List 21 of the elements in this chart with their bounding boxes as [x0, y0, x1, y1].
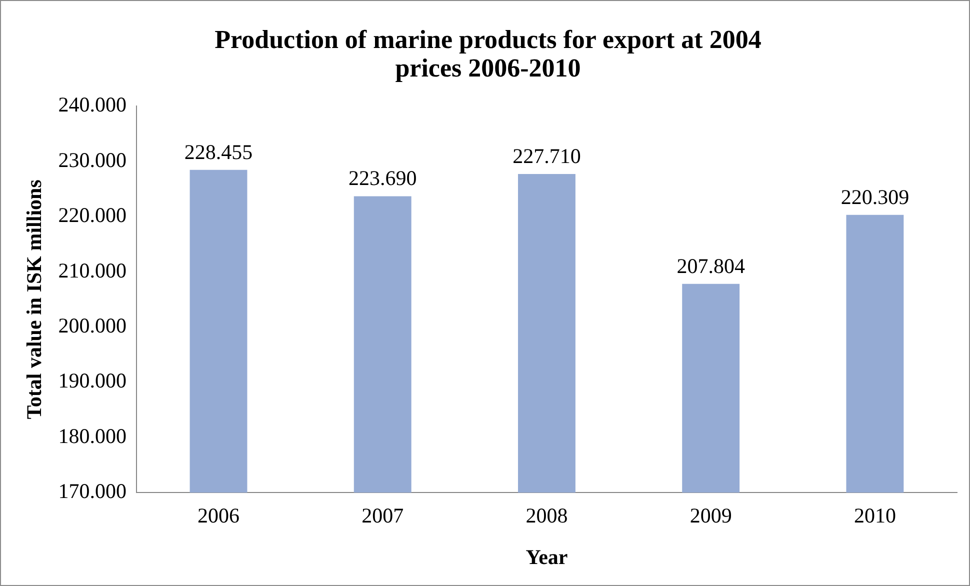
y-tick-label: 190.000 [58, 368, 126, 393]
data-label: 228.455 [184, 140, 253, 164]
y-tick-label: 220.000 [58, 203, 126, 228]
y-tick-label: 200.000 [58, 314, 126, 338]
x-tick-label: 2010 [854, 504, 896, 528]
x-tick-label: 2006 [198, 504, 240, 528]
data-label: 227.710 [512, 144, 581, 168]
y-tick-label: 240.000 [58, 92, 126, 117]
data-label: 223.690 [348, 166, 417, 190]
x-tick-label: 2007 [362, 504, 404, 528]
data-label: 207.804 [676, 254, 746, 278]
x-tick-label: 2008 [526, 504, 568, 528]
y-tick-label: 210.000 [58, 258, 126, 282]
data-label: 220.309 [840, 184, 910, 209]
chart-title: Production of marine products for export at 2004 prices 2006-2010 [214, 25, 762, 83]
y-tick-label: 230.000 [58, 148, 126, 172]
x-tick-label: 2009 [690, 504, 732, 528]
x-axis-title: Year [526, 544, 568, 569]
y-tick-label: 180.000 [58, 424, 126, 448]
y-axis-title: Total value in ISK millions [22, 180, 46, 420]
y-tick-label: 170.000 [58, 479, 126, 504]
